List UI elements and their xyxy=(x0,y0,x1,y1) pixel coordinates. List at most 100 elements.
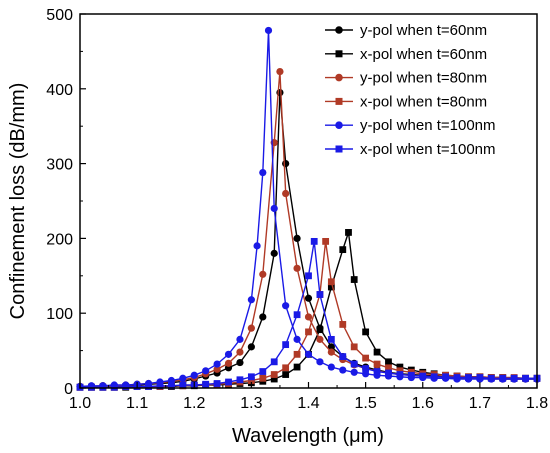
data-point xyxy=(316,291,324,298)
data-point xyxy=(270,358,278,366)
data-point xyxy=(419,372,427,380)
data-point xyxy=(213,360,221,368)
y-ticks: 0 100 200 300 400 500 xyxy=(46,7,86,398)
y-axis-label: Confinement loss (dB/mm) xyxy=(7,83,29,320)
y-tick-label: 400 xyxy=(46,82,73,99)
data-point xyxy=(259,368,267,375)
data-point xyxy=(122,383,130,390)
legend-marker xyxy=(335,145,343,153)
data-point xyxy=(339,321,347,328)
data-point xyxy=(253,242,261,250)
data-point xyxy=(362,365,370,372)
data-point xyxy=(270,204,278,213)
data-point xyxy=(305,328,312,336)
data-point xyxy=(385,358,392,366)
x-axis-label: Wavelength (μm) xyxy=(232,425,384,447)
data-point xyxy=(247,324,255,332)
data-point xyxy=(304,313,313,321)
data-point xyxy=(247,373,255,381)
data-point xyxy=(304,294,313,302)
data-point xyxy=(310,237,318,245)
legend-marker xyxy=(335,26,343,34)
data-point xyxy=(276,67,284,76)
data-point xyxy=(396,367,404,375)
x-tick-label: 1.7 xyxy=(469,395,491,412)
data-point xyxy=(327,335,335,343)
data-point xyxy=(293,363,301,371)
data-point xyxy=(407,371,415,379)
data-point xyxy=(282,364,290,372)
data-point xyxy=(202,380,210,388)
data-point xyxy=(293,350,301,358)
data-point xyxy=(316,326,324,334)
x-ticks: 1.0 1.1 1.2 1.3 1.4 1.5 1.6 1.7 1.8 xyxy=(69,382,548,412)
data-point xyxy=(145,383,152,390)
y-tick-label: 200 xyxy=(46,231,73,248)
data-point xyxy=(453,374,461,381)
data-point xyxy=(168,382,175,390)
x-tick-label: 1.0 xyxy=(69,395,91,412)
y-tick-label: 0 xyxy=(64,381,73,398)
data-point xyxy=(247,343,255,351)
data-point xyxy=(293,311,301,319)
series-line xyxy=(80,92,537,388)
data-point xyxy=(327,363,335,371)
data-point xyxy=(282,160,290,168)
data-point xyxy=(362,354,370,362)
data-point xyxy=(282,341,290,349)
data-point xyxy=(327,343,335,351)
data-point xyxy=(522,374,529,382)
legend-marker xyxy=(335,50,343,58)
data-point xyxy=(224,350,233,358)
data-point xyxy=(236,358,244,367)
data-point xyxy=(396,371,404,378)
x-tick-label: 1.6 xyxy=(412,395,434,412)
x-tick-label: 1.3 xyxy=(240,395,262,412)
y-tick-label: 100 xyxy=(46,306,73,323)
legend-marker xyxy=(335,97,343,105)
legend-label: x-pol when t=100nm xyxy=(360,141,496,158)
data-point xyxy=(339,366,347,374)
data-point xyxy=(385,369,392,377)
data-point xyxy=(350,276,358,283)
data-point xyxy=(373,368,381,375)
legend-label: x-pol when t=60nm xyxy=(360,46,487,63)
data-point xyxy=(264,26,273,35)
data-point xyxy=(282,371,290,378)
data-point xyxy=(350,360,358,368)
data-point xyxy=(339,246,347,254)
data-point xyxy=(345,229,352,236)
legend-marker xyxy=(335,121,343,129)
data-point xyxy=(316,335,324,343)
data-point xyxy=(442,373,449,381)
data-point xyxy=(282,189,290,198)
series-line xyxy=(80,232,537,388)
data-point xyxy=(316,358,324,366)
data-point xyxy=(430,373,438,381)
data-point xyxy=(293,234,301,242)
data-point xyxy=(322,237,330,245)
data-point xyxy=(293,335,301,343)
data-point xyxy=(179,381,187,389)
data-point xyxy=(373,348,381,356)
data-point xyxy=(282,302,290,310)
legend-label: y-pol when t=60nm xyxy=(360,22,487,39)
data-point xyxy=(350,343,358,351)
x-tick-label: 1.4 xyxy=(297,395,319,412)
data-point xyxy=(339,353,347,360)
legend: y-pol when t=60nm x-pol when t=60nm y-pol … xyxy=(325,22,496,158)
data-point xyxy=(156,382,164,390)
data-point xyxy=(362,328,370,336)
x-tick-label: 1.5 xyxy=(355,395,377,412)
data-point xyxy=(225,378,232,386)
y-tick-label: 500 xyxy=(46,7,73,24)
data-point xyxy=(293,264,301,272)
data-point xyxy=(373,360,381,368)
legend-label: y-pol when t=100nm xyxy=(360,117,496,134)
legend-marker xyxy=(335,73,343,82)
data-point xyxy=(327,283,335,291)
data-point xyxy=(327,348,335,356)
data-point xyxy=(362,370,370,378)
data-point xyxy=(327,278,335,286)
